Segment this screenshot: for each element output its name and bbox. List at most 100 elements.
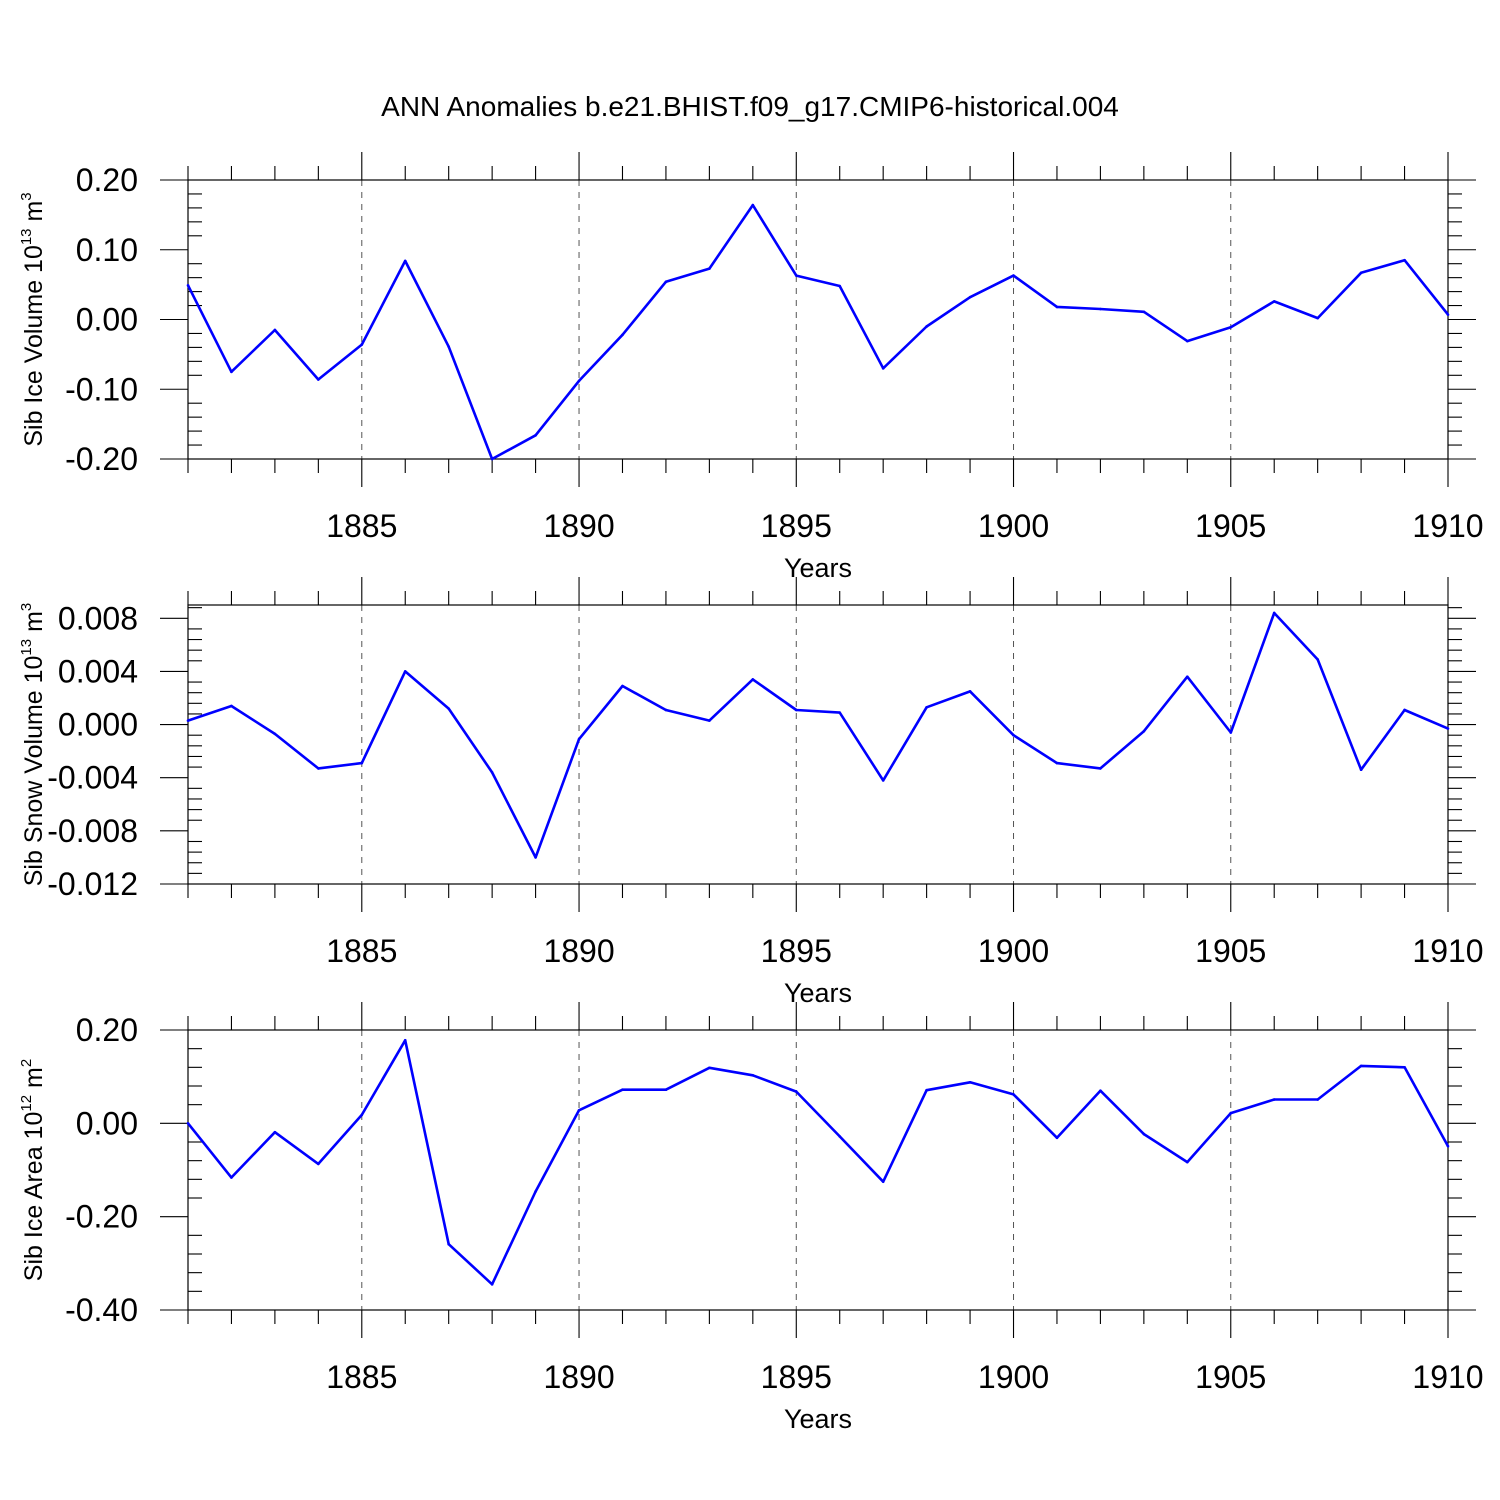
data-point (577, 737, 581, 741)
y-axis-title-text: Sib Ice Volume 10 (20, 245, 48, 447)
data-point (621, 333, 624, 337)
plot-frame (187, 604, 1449, 885)
y-tick-label: 0.00 (76, 302, 138, 338)
data-point (1012, 1093, 1015, 1096)
x-tick-label: 1910 (1412, 1359, 1483, 1395)
data-point (403, 1038, 407, 1042)
data-point (794, 708, 798, 712)
data-point (1186, 339, 1189, 343)
data-point (1446, 1144, 1450, 1148)
data-point (968, 295, 972, 299)
data-point (925, 325, 928, 328)
data-point (273, 1130, 277, 1134)
series-line (187, 611, 1449, 859)
x-tick-label: 1905 (1195, 933, 1266, 969)
data-point (1316, 658, 1319, 661)
data-point (273, 732, 277, 736)
data-point (881, 1180, 885, 1183)
data-point (708, 1066, 711, 1070)
data-point (1316, 316, 1319, 320)
data-point (273, 328, 277, 332)
data-point (534, 1190, 537, 1193)
x-tick-label: 1895 (761, 933, 832, 969)
y-tick-label: 0.000 (58, 707, 138, 743)
y-tick-label: -0.40 (65, 1292, 138, 1328)
series-line (186, 203, 1450, 461)
y-axis-title-exponent: 12 (18, 1095, 35, 1112)
data-point (1446, 727, 1450, 730)
data-point (1403, 258, 1406, 262)
data-point (1359, 271, 1363, 275)
data-point (1099, 1089, 1102, 1092)
panel-1: 1885 1890 1895 1900 1905 1910 Years -0.20 -0.10 0… (18, 152, 1484, 583)
y-axis-title: Sib Snow Volume 1013 m3 (18, 603, 48, 887)
y-axis-title: Sib Ice Area 1012 m2 (18, 1059, 48, 1281)
y-tick-label: -0.004 (47, 760, 138, 796)
x-tick-label: 1910 (1412, 933, 1483, 969)
x-tick-label: 1890 (543, 1359, 614, 1395)
data-point (490, 771, 494, 774)
data-point (708, 719, 711, 722)
y-tick-label: -0.012 (47, 866, 138, 902)
y-tick-label: -0.10 (65, 371, 138, 407)
data-point (317, 767, 320, 770)
plot-frame (187, 1029, 1449, 1311)
data-point (1403, 708, 1406, 712)
data-point (186, 1122, 190, 1125)
data-point (1055, 305, 1059, 309)
data-point (968, 690, 972, 693)
data-point (577, 379, 581, 383)
y-axis-title-unit-exponent: 3 (18, 192, 35, 200)
data-point (1142, 729, 1146, 733)
data-point (1099, 767, 1102, 770)
data-point (838, 284, 842, 288)
data-point (1142, 310, 1146, 314)
x-tick-label: 1885 (326, 508, 397, 544)
data-point (490, 457, 494, 461)
data-point (1012, 733, 1015, 737)
data-point (838, 711, 842, 714)
data-point (317, 1162, 320, 1166)
data-point (186, 284, 190, 287)
y-axis-title-exponent: 13 (18, 228, 35, 245)
y-tick-label: 0.00 (76, 1105, 138, 1141)
data-point (1359, 1064, 1363, 1068)
data-point (230, 1176, 233, 1179)
data-point (317, 378, 320, 381)
data-point (360, 343, 364, 346)
data-point (751, 1073, 755, 1077)
data-point (1229, 325, 1233, 329)
x-tick-label: 1905 (1195, 1359, 1266, 1395)
data-point (1316, 1098, 1319, 1101)
x-tick-label: 1900 (978, 1359, 1049, 1395)
data-point (1055, 761, 1059, 765)
data-point (1186, 1160, 1189, 1164)
y-axis-title-text: Sib Snow Volume 10 (20, 656, 48, 887)
data-point (403, 259, 407, 263)
data-point (751, 203, 755, 207)
y-tick-label: 0.20 (76, 1012, 138, 1048)
y-tick-label: -0.008 (47, 813, 138, 849)
data-point (1403, 1066, 1406, 1069)
data-point (1012, 274, 1015, 277)
data-point (664, 280, 668, 284)
x-tick-label: 1885 (326, 933, 397, 969)
series-line (186, 1039, 1450, 1286)
data-point (838, 1135, 842, 1138)
x-tick-label: 1895 (761, 1359, 832, 1395)
data-point (534, 433, 537, 437)
data-point (447, 1242, 450, 1246)
y-tick-label: 0.004 (58, 653, 138, 689)
y-tick-label: -0.20 (65, 441, 138, 477)
y-tick-label: 0.008 (58, 600, 138, 636)
data-point (1186, 675, 1189, 679)
x-tick-label: 1910 (1412, 508, 1483, 544)
y-axis-title-unit: m (20, 611, 48, 639)
y-tick-label: -0.20 (65, 1199, 138, 1235)
y-axis-title: Sib Ice Volume 1013 m3 (18, 192, 48, 446)
x-tick-label: 1900 (978, 508, 1049, 544)
data-point (230, 704, 233, 708)
y-axis-title-text: Sib Ice Area 10 (20, 1112, 48, 1282)
